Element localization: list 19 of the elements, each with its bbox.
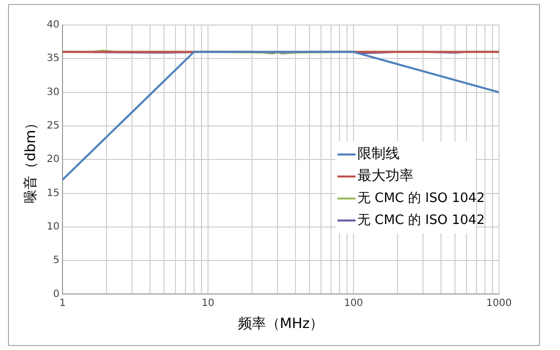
x-tick-label: 1 [59,298,66,309]
y-axis-title: 噪音（dbm） [23,116,40,204]
y-tick-label: 40 [46,20,60,31]
y-tick-label: 30 [46,86,60,98]
y-tick-label: 35 [46,53,60,64]
legend-label: 限制线 [358,146,400,162]
y-tick-label: 20 [46,154,60,166]
x-tick-label: 10 [202,298,214,309]
y-tick-label: 10 [46,221,60,232]
x-tick-label: 1000 [486,298,512,309]
y-tick-label: 15 [46,188,60,199]
y-tick-label: 5 [53,255,60,266]
x-axis-title: 频率（MHz） [238,316,324,332]
legend-label: 无 CMC 的 ISO 1042 [358,190,485,206]
y-tick-label: 25 [46,120,60,132]
legend-label: 最大功率 [358,168,414,184]
y-tick-label: 0 [53,288,60,300]
x-tick-label: 100 [344,298,364,309]
legend-label: 无 CMC 的 ISO 1042 [358,212,485,228]
